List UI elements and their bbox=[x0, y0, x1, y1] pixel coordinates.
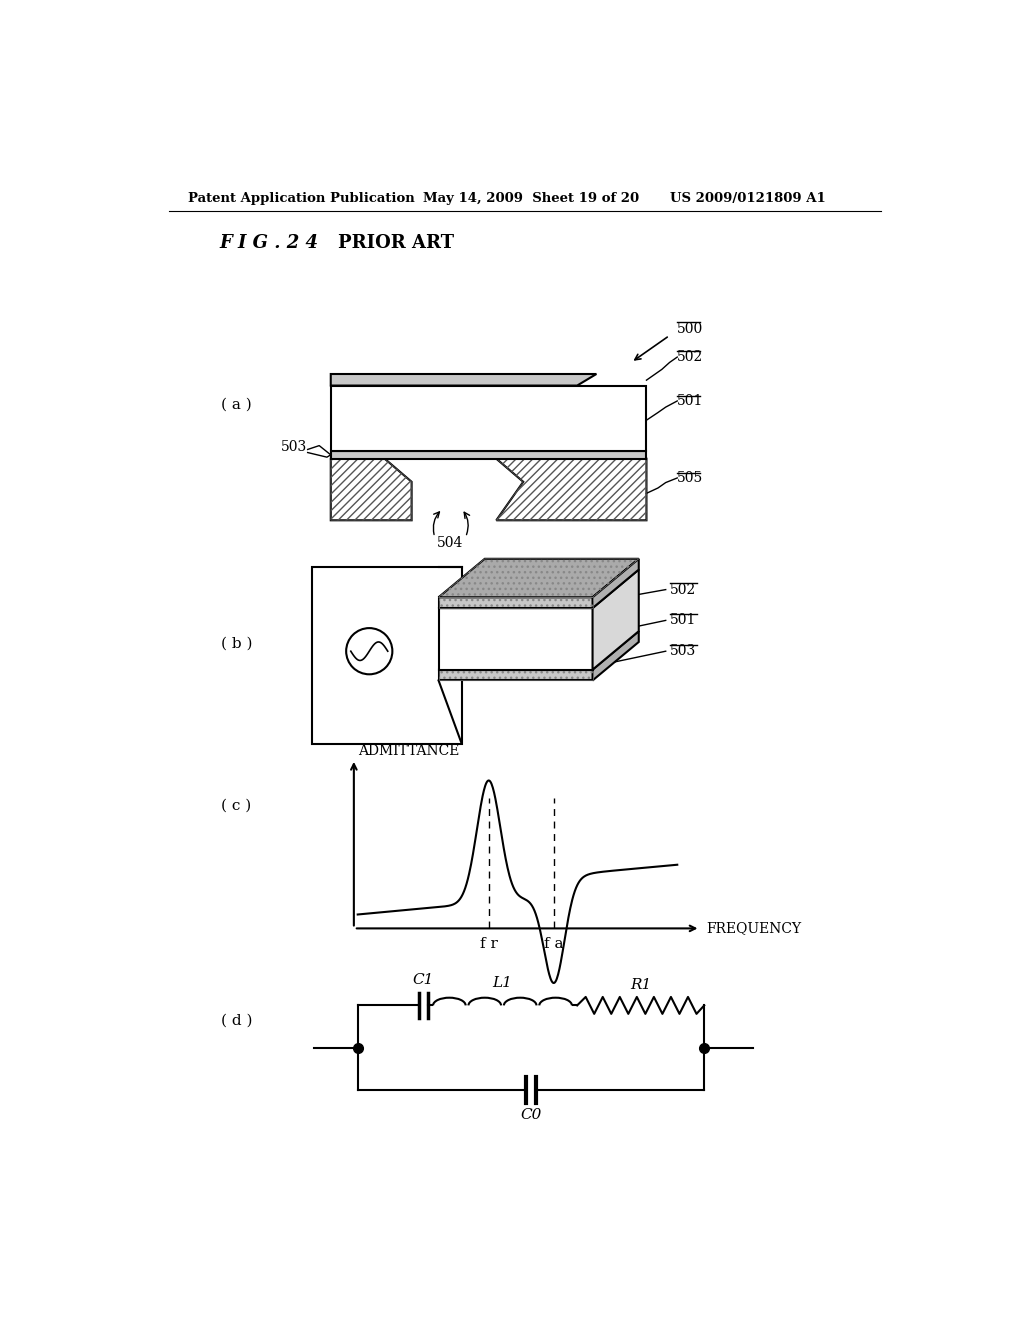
Polygon shape bbox=[438, 631, 639, 669]
Text: 502: 502 bbox=[670, 582, 696, 597]
Polygon shape bbox=[331, 459, 412, 520]
Polygon shape bbox=[438, 570, 639, 609]
Text: 502: 502 bbox=[677, 350, 703, 364]
Text: ( c ): ( c ) bbox=[221, 799, 252, 812]
Text: ADMITTANCE: ADMITTANCE bbox=[357, 744, 459, 758]
Text: f r: f r bbox=[479, 937, 498, 950]
Text: ( d ): ( d ) bbox=[221, 1014, 253, 1028]
Polygon shape bbox=[331, 374, 596, 385]
Text: C0: C0 bbox=[520, 1107, 542, 1122]
Polygon shape bbox=[331, 385, 646, 451]
Text: C1: C1 bbox=[413, 973, 434, 987]
Text: f a: f a bbox=[545, 937, 564, 950]
Text: US 2009/0121809 A1: US 2009/0121809 A1 bbox=[670, 191, 825, 205]
Polygon shape bbox=[497, 459, 646, 520]
Polygon shape bbox=[438, 669, 593, 681]
Text: 503: 503 bbox=[281, 440, 307, 454]
Text: May 14, 2009  Sheet 19 of 20: May 14, 2009 Sheet 19 of 20 bbox=[423, 191, 639, 205]
Polygon shape bbox=[438, 609, 593, 669]
Text: F I G . 2 4: F I G . 2 4 bbox=[219, 234, 318, 252]
Text: FREQUENCY: FREQUENCY bbox=[707, 921, 802, 936]
Text: ( b ): ( b ) bbox=[221, 636, 253, 651]
Text: 500: 500 bbox=[677, 322, 703, 337]
Polygon shape bbox=[593, 570, 639, 669]
Polygon shape bbox=[593, 558, 639, 609]
Text: ( a ): ( a ) bbox=[221, 397, 252, 412]
Text: PRIOR ART: PRIOR ART bbox=[339, 234, 455, 252]
Polygon shape bbox=[438, 558, 639, 598]
Bar bbox=[311, 566, 462, 743]
Text: 503: 503 bbox=[670, 644, 696, 659]
Text: L1: L1 bbox=[493, 975, 512, 990]
Text: 501: 501 bbox=[677, 393, 703, 408]
Text: 504: 504 bbox=[437, 536, 463, 550]
Polygon shape bbox=[331, 451, 646, 459]
Polygon shape bbox=[438, 598, 593, 609]
Text: 501: 501 bbox=[670, 614, 696, 627]
Text: Patent Application Publication: Patent Application Publication bbox=[188, 191, 415, 205]
Polygon shape bbox=[593, 631, 639, 681]
Text: R1: R1 bbox=[630, 978, 651, 991]
Text: 505: 505 bbox=[677, 471, 703, 484]
